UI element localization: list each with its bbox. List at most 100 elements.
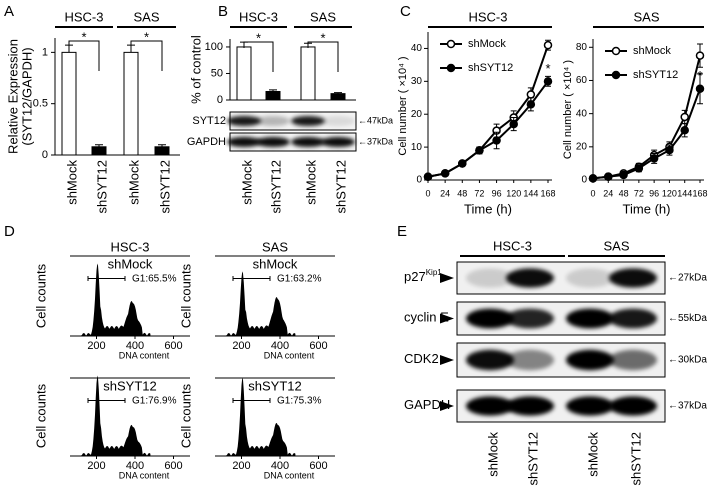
y-axis-label: Cell number ( ×10⁴ ) xyxy=(562,60,574,159)
blot-band xyxy=(506,268,554,288)
x-tick-label: shSYT12 xyxy=(333,160,348,213)
panel-letter: C xyxy=(400,3,411,20)
blot-band xyxy=(609,396,657,416)
x-tick-label: 24 xyxy=(440,188,450,198)
arrowhead xyxy=(440,355,454,365)
series-marker xyxy=(588,174,598,183)
y-tick-label: 30 xyxy=(411,76,423,87)
x-tick-label: 120 xyxy=(662,188,677,198)
x-tick-label: 72 xyxy=(474,188,484,198)
group-header: SAS xyxy=(310,9,336,24)
x-tick-label: 400 xyxy=(126,340,144,352)
x-tick-label: 400 xyxy=(126,460,144,472)
chart-title: HSC-3 xyxy=(468,9,507,24)
y-tick-label: 100 xyxy=(205,41,223,53)
x-tick-label: 600 xyxy=(309,460,327,472)
y-tick-label: 1 xyxy=(42,46,48,58)
group-header: HSC-3 xyxy=(239,9,278,24)
chart-title: SAS xyxy=(633,9,659,24)
x-axis-label: DNA content xyxy=(119,470,170,480)
blot-b-band xyxy=(321,136,355,148)
y-tick-label: 0 xyxy=(42,149,48,161)
legend-label: shMock xyxy=(633,45,671,57)
x-tick-label: 0 xyxy=(590,188,595,198)
blot-size: ←30kDa xyxy=(668,355,707,366)
flow-condition: shMock xyxy=(253,256,298,271)
blot-band xyxy=(566,308,614,329)
x-tick-label: shSYT12 xyxy=(94,160,109,213)
y-axis-label: % of control xyxy=(188,35,203,104)
blot-b-band xyxy=(256,115,290,127)
gate-label: G1:65.5% xyxy=(132,274,177,285)
blot-b-band xyxy=(227,136,261,148)
arrowhead xyxy=(440,401,454,411)
error-bar xyxy=(334,92,342,94)
series-marker xyxy=(695,84,705,94)
y-axis-label: Cell number ( ×10⁴ ) xyxy=(397,56,409,155)
blot-size: ←27kDa xyxy=(668,273,707,284)
panel-letter: D xyxy=(4,223,15,240)
blot-band xyxy=(466,308,514,329)
x-tick-label: shMock xyxy=(126,160,141,205)
panel-letter: A xyxy=(4,3,14,20)
series-marker xyxy=(695,51,705,60)
lane-label: shMock xyxy=(485,432,500,477)
blot-b-band xyxy=(291,115,325,127)
x-tick-label: 400 xyxy=(271,460,289,472)
legend-label: shSYT12 xyxy=(468,62,513,74)
blot-label-sup: Kip1 xyxy=(426,268,443,277)
series-marker xyxy=(440,169,450,178)
blot-label: p27Kip1 xyxy=(404,268,442,284)
y-tick-label: 20 xyxy=(576,141,588,152)
x-axis-label: Time (h) xyxy=(623,201,671,216)
blot-band xyxy=(506,349,554,371)
y-axis-label: Cell counts xyxy=(178,263,193,328)
series-marker xyxy=(680,112,689,122)
lane-label: shSYT12 xyxy=(525,432,540,485)
y-tick-label: 0 xyxy=(217,94,223,106)
y-tick-label: 10 xyxy=(411,142,423,153)
series-marker xyxy=(634,164,644,173)
y-tick-label: 50 xyxy=(211,67,223,79)
lane-label: shMock xyxy=(585,432,600,477)
significance-bracket xyxy=(243,41,274,72)
legend-marker xyxy=(446,63,456,73)
error-bar xyxy=(158,144,166,147)
blot-band xyxy=(506,308,554,329)
x-tick-label: 144 xyxy=(523,188,538,198)
y-axis-label: Cell counts xyxy=(33,383,48,448)
x-tick-label: shSYT12 xyxy=(268,160,283,213)
histogram xyxy=(81,263,151,336)
significance-bracket xyxy=(307,41,339,72)
blot-band xyxy=(506,396,554,416)
blot-band xyxy=(466,349,514,371)
series-marker xyxy=(509,119,518,129)
bar xyxy=(300,46,316,101)
x-tick-label: 0 xyxy=(425,188,430,198)
bar xyxy=(265,91,281,101)
flow-condition: shMock xyxy=(108,256,153,271)
x-tick-label: 120 xyxy=(506,188,521,198)
x-tick-label: 168 xyxy=(540,188,555,198)
significance-label: * xyxy=(144,29,149,44)
y-tick-label: 40 xyxy=(411,43,423,54)
significance-label: * xyxy=(697,68,702,83)
group-header: HSC-3 xyxy=(64,9,103,24)
x-tick-label: 200 xyxy=(232,460,250,472)
blot-label: GAPDH xyxy=(187,136,226,148)
x-tick-label: 72 xyxy=(634,188,644,198)
error-bar xyxy=(269,89,277,92)
series-marker xyxy=(475,146,484,155)
significance-bracket xyxy=(68,40,100,71)
x-tick-label: 96 xyxy=(649,188,659,198)
series-marker xyxy=(526,90,536,99)
series-marker xyxy=(649,154,659,163)
histogram xyxy=(81,375,151,456)
significance-bracket xyxy=(130,40,163,71)
blot-b-band xyxy=(291,136,325,148)
arrowhead xyxy=(440,273,454,283)
series-marker xyxy=(680,125,689,135)
series-marker xyxy=(492,136,501,145)
y-axis-label: Cell counts xyxy=(178,383,193,448)
